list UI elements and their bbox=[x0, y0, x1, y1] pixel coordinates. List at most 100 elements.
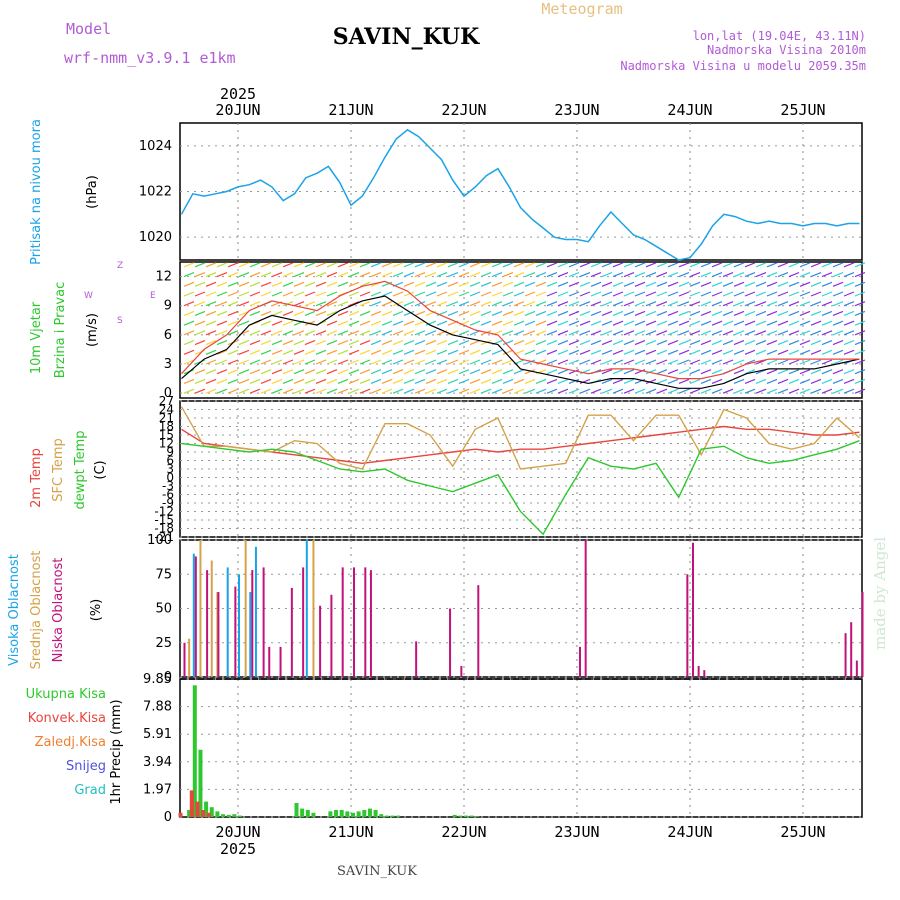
compass-e-label: E bbox=[150, 291, 156, 301]
wind-barb bbox=[612, 388, 624, 394]
wind-barb bbox=[645, 262, 657, 268]
wind-barb bbox=[645, 301, 657, 307]
wind-barb bbox=[216, 330, 228, 336]
wind-barb bbox=[612, 369, 624, 375]
wind-barb bbox=[381, 262, 393, 268]
wind-barb bbox=[755, 340, 767, 346]
precip-total-bar bbox=[464, 815, 468, 817]
wind-barb bbox=[260, 262, 272, 268]
wind-barb bbox=[612, 301, 624, 307]
cloud-low-bar bbox=[183, 642, 186, 677]
wind-barb bbox=[381, 340, 393, 346]
wind-barb bbox=[667, 310, 679, 316]
cloud-low-bar bbox=[268, 646, 271, 677]
wind-barb bbox=[238, 262, 250, 268]
wind-barb bbox=[711, 388, 723, 394]
wind-barb bbox=[535, 262, 547, 268]
wind-barb bbox=[634, 301, 646, 307]
cloud-mid-bar bbox=[188, 638, 191, 677]
wind-barb bbox=[403, 320, 415, 326]
wind-barb bbox=[458, 369, 470, 375]
wind-barb bbox=[535, 330, 547, 336]
wind-barb bbox=[293, 330, 305, 336]
wind-barb bbox=[733, 349, 745, 355]
cloud-mid-bar bbox=[199, 540, 202, 677]
wind-barb bbox=[612, 310, 624, 316]
wind-barb bbox=[227, 349, 239, 355]
date-tick-top: 20JUN bbox=[215, 101, 260, 119]
wind-barb bbox=[480, 349, 492, 355]
wind-barb bbox=[260, 359, 272, 365]
wind-barb bbox=[403, 310, 415, 316]
y-tick-label: -3 bbox=[162, 479, 174, 493]
wind-barb bbox=[392, 369, 404, 375]
wind-barb bbox=[568, 301, 580, 307]
wind-barb bbox=[700, 281, 712, 287]
wind-barb bbox=[348, 359, 360, 365]
wind-barb bbox=[744, 301, 756, 307]
wind-barb bbox=[403, 330, 415, 336]
wind-barb bbox=[425, 340, 437, 346]
wind-barb bbox=[667, 291, 679, 297]
wind-barb bbox=[359, 349, 371, 355]
wind-barb bbox=[843, 369, 855, 375]
wind-barb bbox=[832, 359, 844, 365]
wind-barb bbox=[601, 388, 613, 394]
wind-barb bbox=[590, 272, 602, 278]
wind-barb bbox=[667, 378, 679, 384]
wind-barb bbox=[689, 378, 701, 384]
wind-barb bbox=[282, 310, 294, 316]
precip-legend-label: Konvek.Kisa bbox=[28, 711, 106, 726]
wind-barb bbox=[810, 310, 822, 316]
wind-barb bbox=[689, 320, 701, 326]
wind-barb bbox=[403, 378, 415, 384]
wind-barb bbox=[645, 272, 657, 278]
wind-barb bbox=[601, 369, 613, 375]
pressure-unit-label: (hPa) bbox=[85, 175, 100, 209]
wind-barb bbox=[337, 359, 349, 365]
wind-barb bbox=[304, 330, 316, 336]
cloud-mid-bar bbox=[244, 540, 247, 677]
wind-barb bbox=[194, 340, 206, 346]
panel-frame bbox=[179, 122, 863, 261]
station-title: SAVIN_KUK bbox=[333, 24, 480, 50]
wind-barb bbox=[832, 320, 844, 326]
wind-barb bbox=[601, 310, 613, 316]
wind-barb bbox=[447, 369, 459, 375]
wind-barb bbox=[799, 388, 811, 394]
wind-barb bbox=[348, 320, 360, 326]
wind-barb bbox=[854, 388, 866, 394]
precip-conv-bar bbox=[189, 790, 194, 817]
wind-barb bbox=[359, 281, 371, 287]
wind-barb bbox=[425, 369, 437, 375]
wind-barb bbox=[491, 291, 503, 297]
wind-barb bbox=[205, 349, 217, 355]
y-tick-label: 0 bbox=[166, 471, 174, 485]
wind-barb bbox=[579, 272, 591, 278]
cloud-low-bar bbox=[844, 633, 847, 677]
wind-barb bbox=[502, 349, 514, 355]
y-tick-label: 1024 bbox=[139, 139, 172, 154]
wind-barb bbox=[568, 340, 580, 346]
wind-barb bbox=[403, 369, 415, 375]
wind-barb bbox=[414, 340, 426, 346]
wind-barb bbox=[447, 281, 459, 287]
wind-barb bbox=[447, 330, 459, 336]
wind-barb bbox=[469, 320, 481, 326]
wind-barb bbox=[656, 310, 668, 316]
wind-barb bbox=[293, 262, 305, 268]
wind-barb bbox=[370, 291, 382, 297]
precip-conv-bar bbox=[178, 812, 183, 817]
wind-barb bbox=[524, 378, 536, 384]
wind-barb bbox=[183, 378, 195, 384]
wind-barb bbox=[733, 272, 745, 278]
wind-barb bbox=[821, 330, 833, 336]
wind-barb bbox=[579, 310, 591, 316]
wind-barb bbox=[634, 340, 646, 346]
marks-layer bbox=[178, 128, 866, 817]
wind-barb bbox=[832, 388, 844, 394]
wind-barb bbox=[755, 349, 767, 355]
wind-barb bbox=[755, 281, 767, 287]
wind-barb bbox=[766, 369, 778, 375]
